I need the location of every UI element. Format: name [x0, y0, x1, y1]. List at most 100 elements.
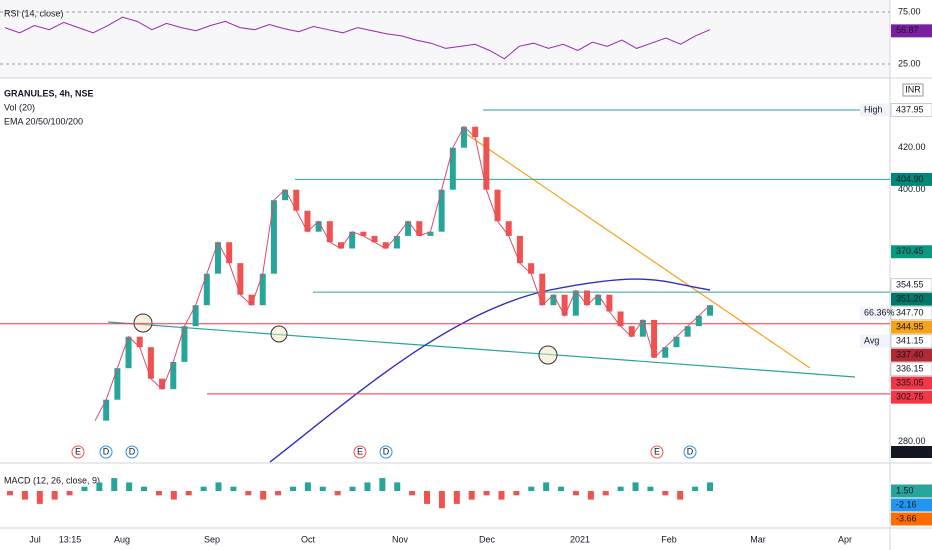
currency: INR	[905, 84, 921, 94]
price-tag-label: 302.75	[896, 392, 924, 402]
candle	[595, 294, 602, 306]
rsi-line	[4, 16, 711, 60]
candle	[338, 242, 344, 249]
price-tag	[890, 306, 932, 321]
price-tag	[890, 278, 932, 293]
macd-hist	[304, 482, 311, 491]
candle	[684, 326, 691, 337]
macd-hist	[230, 486, 237, 491]
macd-tag-label: -2.16	[896, 499, 917, 509]
macd-tag	[891, 484, 932, 498]
macd-tag-label: -3.66	[896, 513, 917, 523]
candle	[695, 315, 702, 327]
candle	[639, 319, 646, 337]
event-icon	[650, 445, 664, 459]
candle	[248, 294, 255, 306]
candle	[438, 189, 445, 232]
candle	[326, 221, 333, 243]
event-label: E	[357, 446, 363, 456]
macd-hist	[334, 491, 341, 496]
tag-note: High	[864, 104, 883, 114]
candle	[371, 235, 378, 243]
macd-hist	[513, 491, 520, 496]
candle	[584, 290, 590, 306]
macd-hist	[51, 491, 58, 500]
macd-hist	[572, 491, 579, 496]
candle	[628, 326, 635, 337]
event-label: E	[75, 446, 81, 456]
macd-hist	[215, 482, 222, 491]
candle	[673, 336, 680, 348]
macd-hist	[36, 491, 43, 504]
price-tag-label: 354.55	[896, 280, 924, 290]
macd-hist	[21, 491, 28, 500]
rsi-tick-label: 25.00	[898, 58, 921, 68]
event-icon	[683, 445, 697, 459]
candle	[416, 221, 423, 236]
macd-hist	[275, 491, 282, 496]
macd-hist	[707, 482, 713, 491]
price-tag	[891, 390, 932, 404]
macd-hist	[677, 491, 684, 500]
price-tag-label: 344.95	[896, 322, 924, 332]
macd-hist	[558, 486, 565, 491]
macd-hist	[394, 482, 401, 491]
candle	[617, 311, 624, 327]
event-label: D	[103, 446, 110, 456]
macd-tag-label: 1.50	[896, 485, 914, 495]
candle	[550, 294, 557, 306]
event-icon	[99, 445, 113, 459]
candle	[528, 263, 535, 274]
candle	[125, 336, 132, 369]
price-tag-label: 335.05	[896, 378, 924, 388]
price-tag	[891, 348, 932, 362]
candle	[449, 147, 456, 190]
price-tick-label: 400.00	[898, 184, 926, 194]
event-icon	[353, 445, 367, 459]
time-label: Aug	[114, 534, 130, 544]
tag-note: 66.36%	[864, 308, 895, 318]
macd-tag	[891, 498, 932, 512]
time-label: 13:15	[59, 534, 82, 544]
candle	[662, 347, 669, 358]
candle	[304, 210, 311, 232]
candle	[103, 399, 110, 421]
price-tag	[891, 172, 932, 186]
candle	[360, 231, 367, 236]
macd-hist	[155, 491, 162, 496]
time-label: Mar	[750, 534, 766, 544]
macd-hist	[438, 491, 445, 509]
indicator-label: Vol (20)	[4, 102, 35, 112]
volume-tag	[891, 446, 932, 458]
macd-tag	[891, 512, 932, 526]
tag-note-bg	[860, 334, 890, 348]
macd-hist	[602, 491, 609, 496]
macd-hist	[692, 486, 699, 491]
macd-hist	[587, 491, 594, 500]
candle	[539, 273, 546, 306]
tag-note-bg	[860, 306, 890, 320]
candle	[270, 200, 277, 274]
indicator-label: EMA 20/50/100/200	[4, 116, 83, 126]
candle	[606, 294, 613, 312]
currency-box	[902, 83, 924, 97]
time-label: Dec	[479, 534, 496, 544]
price-tag-label: 370.45	[896, 246, 924, 256]
macd-hist	[111, 478, 118, 491]
circle-marker	[270, 325, 288, 343]
macd-hist	[409, 491, 416, 496]
event-icon	[71, 445, 85, 459]
circle-marker	[133, 313, 153, 333]
time-label: Oct	[301, 534, 316, 544]
price-tag	[891, 376, 932, 390]
macd-hist	[468, 491, 475, 500]
candle	[472, 126, 479, 138]
event-label: E	[654, 446, 660, 456]
price-line	[94, 125, 711, 421]
tag-note-bg	[860, 103, 890, 117]
event-icon	[125, 445, 139, 459]
candle	[114, 368, 121, 400]
macd-hist	[170, 491, 177, 500]
candle	[226, 242, 233, 264]
macd-hist	[379, 478, 386, 491]
